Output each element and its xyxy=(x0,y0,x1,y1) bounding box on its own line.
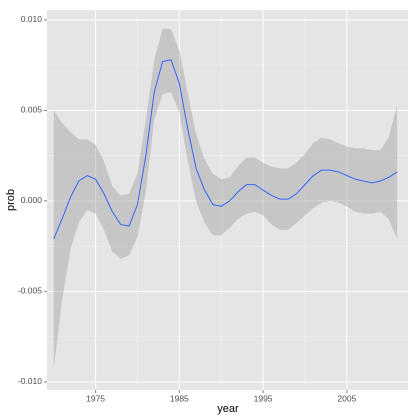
y-tick-label: -0.010 xyxy=(18,376,42,386)
y-tick-label: -0.005 xyxy=(18,286,42,296)
x-tick-label: 1985 xyxy=(170,393,189,403)
y-tick-label: 0.000 xyxy=(21,195,43,205)
x-tick-label: 2005 xyxy=(337,393,356,403)
x-tick-label: 1975 xyxy=(86,393,105,403)
fit-line xyxy=(53,59,398,240)
x-tick-label: 1995 xyxy=(254,393,273,403)
confidence-band xyxy=(53,29,398,370)
y-tick-label: 0.005 xyxy=(21,105,43,115)
x-axis-title: year xyxy=(217,403,239,415)
y-axis-title: prob xyxy=(5,189,17,211)
y-tick-label: 0.010 xyxy=(21,14,43,24)
